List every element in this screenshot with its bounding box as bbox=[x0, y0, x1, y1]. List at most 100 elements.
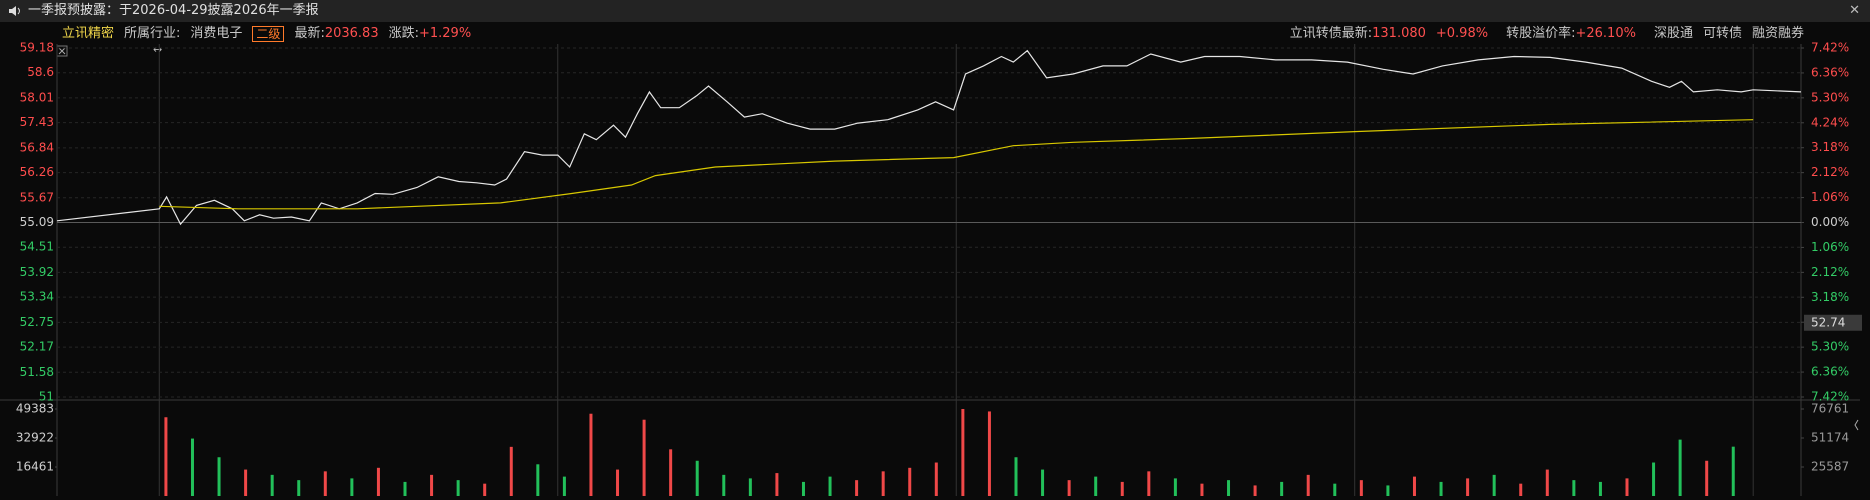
y-tick-label: 53.34 bbox=[20, 290, 54, 304]
volume-y2-tick-label: 25587 bbox=[1811, 460, 1849, 474]
volume-bar bbox=[403, 481, 407, 496]
collapse-handle[interactable] bbox=[1854, 419, 1859, 431]
volume-bar bbox=[1359, 480, 1363, 496]
y-tick-label: 52.75 bbox=[20, 315, 54, 329]
volume-bar bbox=[1041, 469, 1045, 496]
notice-text: 一季报预披露：于2026-04-29披露2026年一季报 bbox=[28, 3, 319, 18]
volume-bar bbox=[828, 476, 832, 496]
volume-bar bbox=[483, 483, 487, 496]
y2-tick-label: 0.00% bbox=[1811, 215, 1849, 229]
y-tick-label: 55.09 bbox=[20, 215, 54, 229]
volume-bar bbox=[589, 413, 593, 496]
volume-bar bbox=[190, 438, 194, 496]
volume-bar bbox=[1466, 478, 1470, 496]
latest-label: 最新: bbox=[294, 26, 325, 41]
cursor-tag-bg bbox=[1804, 314, 1862, 331]
volume-bar bbox=[722, 474, 726, 496]
tag[interactable]: 融资融券 bbox=[1751, 26, 1804, 41]
price-line bbox=[56, 49, 1802, 226]
volume-bar bbox=[961, 409, 965, 496]
volume-bar bbox=[934, 462, 938, 496]
y-tick-label: 58.01 bbox=[20, 90, 54, 104]
y2-tick-label: 5.30% bbox=[1811, 90, 1849, 104]
change-value: +1.29% bbox=[418, 26, 472, 41]
volume-bar bbox=[1306, 474, 1310, 496]
volume-bar bbox=[1067, 480, 1071, 496]
volume-bar bbox=[536, 464, 540, 496]
tag[interactable]: 深股通 bbox=[1653, 26, 1693, 41]
volume-bar bbox=[1014, 457, 1018, 496]
drag-handle[interactable]: ↔ bbox=[153, 43, 162, 56]
y2-tick-label: 3.18% bbox=[1811, 140, 1849, 154]
volume-bar bbox=[1094, 476, 1098, 496]
volume-bar bbox=[1120, 481, 1124, 496]
y-tick-label: 54.51 bbox=[20, 240, 54, 254]
volume-bar bbox=[509, 446, 513, 496]
tag[interactable]: 可转债 bbox=[1702, 26, 1742, 41]
industry-label: 所属行业: bbox=[124, 26, 181, 41]
cursor-tag: 52.74 bbox=[1811, 315, 1845, 329]
volume-bar bbox=[456, 480, 460, 496]
y-tick-label: 53.92 bbox=[20, 265, 54, 279]
info-row-right: 立讯转债最新:131.080 +0.98% 转股溢价率:+26.10% 深股通 … bbox=[1290, 25, 1804, 43]
volume-bar bbox=[669, 449, 673, 496]
y-tick-label: 56.84 bbox=[20, 140, 54, 154]
y2-tick-label: 1.06% bbox=[1811, 240, 1849, 254]
y-tick-label: 52.17 bbox=[20, 340, 54, 354]
y-tick-label: 51.58 bbox=[20, 365, 54, 379]
volume-bar bbox=[1386, 485, 1390, 496]
volume-bar bbox=[695, 460, 699, 496]
premium-value: +26.10% bbox=[1575, 26, 1636, 41]
notice-banner: 一季报预披露：于2026-04-29披露2026年一季报 ✕ bbox=[0, 0, 1870, 22]
volume-bar bbox=[1227, 480, 1231, 496]
close-button[interactable]: ✕ bbox=[1849, 3, 1860, 18]
y2-tick-label: 1.06% bbox=[1811, 190, 1849, 204]
volume-bar bbox=[775, 473, 779, 496]
volume-bar bbox=[855, 480, 859, 496]
volume-bar bbox=[908, 467, 912, 496]
bond-label: 立讯转债最新: bbox=[1289, 26, 1373, 41]
volume-bar bbox=[642, 419, 646, 496]
bond-price: 131.080 bbox=[1372, 26, 1426, 41]
industry[interactable]: 消费电子 bbox=[190, 26, 243, 41]
volume-bar bbox=[1652, 462, 1656, 496]
volume-bar bbox=[1253, 485, 1257, 496]
volume-bar bbox=[1333, 483, 1337, 496]
volume-bar bbox=[616, 469, 620, 496]
volume-bar bbox=[987, 411, 991, 496]
latest-value: 2036.83 bbox=[324, 26, 379, 41]
volume-bar bbox=[430, 474, 434, 496]
y2-tick-label: 4.24% bbox=[1811, 115, 1849, 129]
volume-bar bbox=[217, 457, 221, 496]
y2-tick-label: 2.12% bbox=[1811, 265, 1849, 279]
info-row: 立讯精密 所属行业: 消费电子 二级 最新:2036.83 涨跌:+1.29% bbox=[62, 25, 471, 43]
y2-tick-label: 6.36% bbox=[1811, 365, 1849, 379]
volume-bar bbox=[376, 467, 380, 496]
volume-bar bbox=[801, 481, 805, 496]
y-tick-label: 57.43 bbox=[20, 115, 54, 129]
volume-bar bbox=[270, 474, 274, 496]
stock-name[interactable]: 立讯精密 bbox=[62, 26, 115, 41]
y2-tick-label: 2.12% bbox=[1811, 165, 1849, 179]
volume-bar bbox=[350, 478, 354, 496]
volume-bar bbox=[1705, 460, 1709, 496]
volume-bar bbox=[297, 480, 301, 496]
volume-tick-label: 16461 bbox=[16, 460, 54, 474]
volume-bar bbox=[881, 471, 885, 496]
volume-y2-tick-label: 76761 bbox=[1811, 402, 1849, 416]
volume-bar bbox=[244, 469, 248, 496]
volume-bar bbox=[1492, 474, 1496, 496]
volume-bar bbox=[562, 476, 566, 496]
y2-tick-label: 3.18% bbox=[1811, 290, 1849, 304]
y2-tick-label: 7.42% bbox=[1811, 41, 1849, 55]
volume-bar bbox=[1625, 478, 1629, 496]
volume-bar bbox=[1412, 476, 1416, 496]
close-mark bbox=[58, 47, 66, 55]
volume-bar bbox=[1731, 446, 1735, 496]
volume-bar bbox=[164, 417, 168, 496]
y2-tick-label: 6.36% bbox=[1811, 65, 1849, 79]
volume-bar bbox=[1200, 483, 1204, 496]
volume-bar bbox=[1678, 439, 1682, 496]
volume-bar bbox=[1598, 481, 1602, 496]
